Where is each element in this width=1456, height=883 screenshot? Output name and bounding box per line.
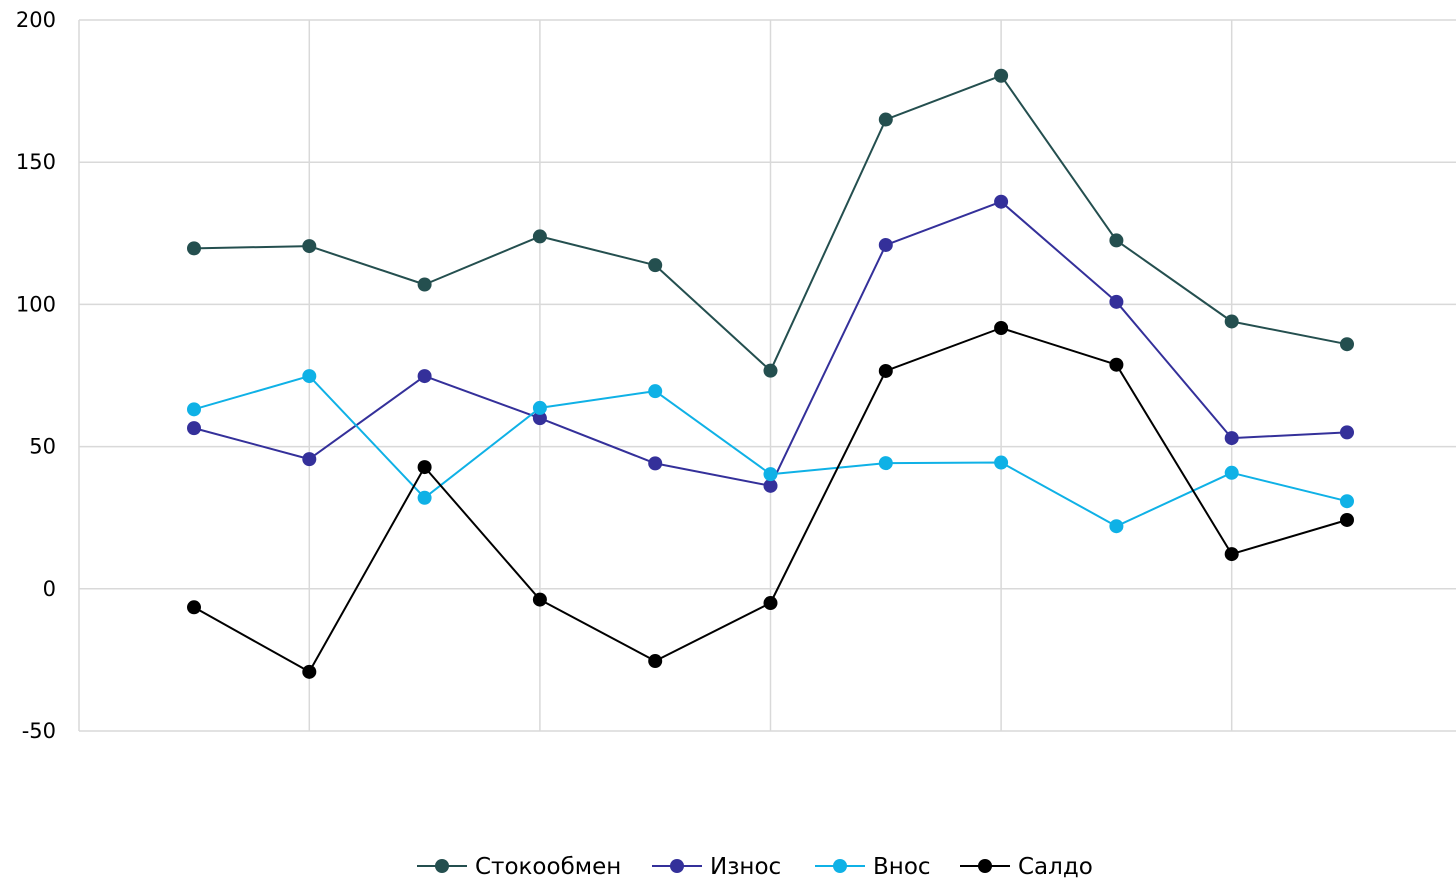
y-axis: 200 150 100 50 0 -50	[16, 8, 56, 743]
data-point	[302, 452, 317, 467]
data-point	[994, 321, 1009, 336]
y-tick-label: 150	[16, 150, 56, 174]
series-2	[187, 194, 1354, 493]
data-point	[1224, 314, 1239, 329]
legend-label: Салдо	[1018, 854, 1093, 879]
data-point	[417, 460, 432, 475]
data-point	[878, 363, 893, 378]
data-point	[1109, 294, 1124, 309]
legend-marker	[670, 859, 684, 873]
series-4	[187, 321, 1354, 679]
data-point	[1340, 512, 1354, 527]
data-point	[878, 112, 893, 127]
data-point	[1109, 519, 1124, 534]
data-point	[417, 369, 432, 384]
y-tick-label: 100	[16, 292, 56, 316]
data-point	[994, 455, 1009, 470]
data-point	[532, 400, 547, 415]
data-point	[763, 596, 778, 611]
data-point	[1224, 431, 1239, 446]
data-point	[187, 241, 201, 256]
legend-marker	[435, 859, 449, 873]
legend-label: Износ	[710, 854, 781, 879]
legend-item: Салдо	[960, 854, 1093, 880]
data-point	[1340, 425, 1354, 440]
data-point	[417, 490, 432, 505]
series-1	[187, 68, 1354, 378]
data-point	[763, 467, 778, 482]
data-point	[1224, 465, 1239, 480]
data-point	[1224, 547, 1239, 562]
data-point	[417, 277, 432, 292]
legend-item: Стокообмен	[417, 854, 621, 880]
data-point	[187, 421, 201, 436]
data-point	[532, 229, 547, 244]
data-point	[1109, 357, 1124, 372]
legend: Стокообмен Износ Внос Салдо	[417, 854, 1093, 880]
legend-item: Внос	[815, 854, 931, 880]
series-group	[187, 68, 1354, 679]
data-point	[994, 194, 1009, 209]
data-point	[1340, 494, 1354, 509]
data-point	[878, 237, 893, 252]
data-point	[302, 369, 317, 384]
legend-marker	[833, 859, 847, 873]
data-point	[1109, 233, 1124, 248]
data-point	[302, 664, 317, 679]
data-point	[1340, 337, 1354, 352]
data-point	[302, 239, 317, 254]
data-point	[878, 456, 893, 471]
data-point	[187, 402, 201, 417]
data-point	[763, 478, 778, 493]
series-3	[187, 369, 1354, 534]
legend-marker	[978, 859, 992, 873]
data-point	[648, 258, 663, 273]
legend-label: Стокообмен	[475, 854, 621, 879]
legend-label: Внос	[873, 854, 931, 879]
data-point	[648, 384, 663, 399]
y-tick-label: 50	[29, 435, 56, 459]
data-point	[648, 456, 663, 471]
data-point	[763, 363, 778, 378]
y-tick-label: -50	[22, 719, 56, 743]
grid-lines	[78, 19, 1456, 732]
data-point	[648, 654, 663, 669]
data-point	[187, 600, 201, 615]
y-tick-label: 200	[16, 8, 56, 32]
data-point	[532, 592, 547, 607]
data-point	[532, 411, 547, 426]
y-tick-label: 0	[43, 577, 56, 601]
data-point	[994, 68, 1009, 83]
legend-item: Износ	[652, 854, 781, 880]
